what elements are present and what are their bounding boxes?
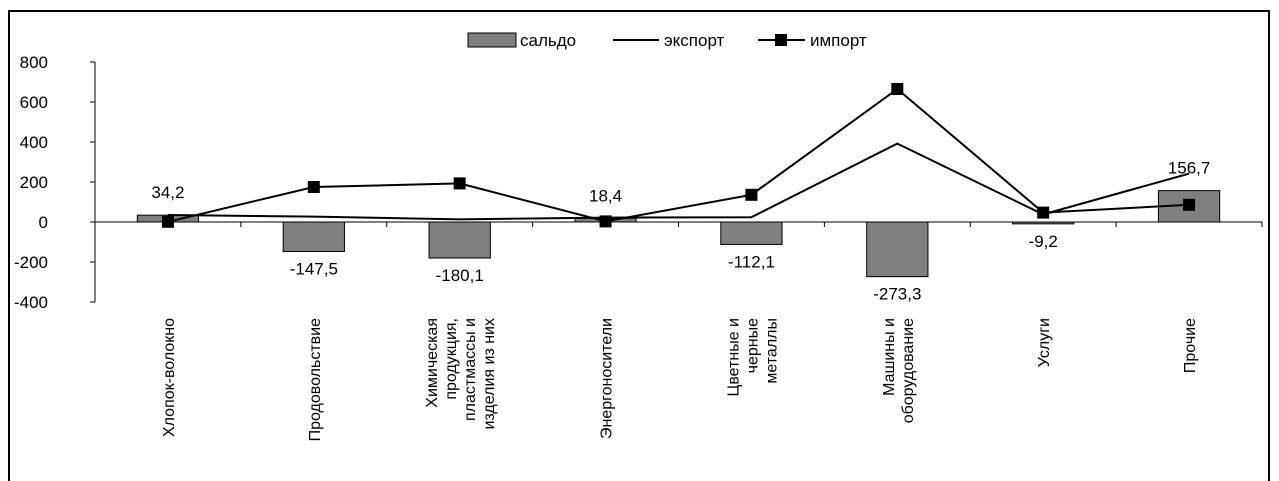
x-category-label-5: Машины и оборудование <box>881 318 917 423</box>
y-tick-label-2: 0 <box>39 213 48 232</box>
marker-import-7 <box>1183 198 1196 211</box>
x-category-label-6-line-0: Услуги <box>1036 318 1053 367</box>
y-tick-label-1: -200 <box>14 253 48 272</box>
x-category-label-2-line-3: изделия из них <box>481 318 498 430</box>
data-label-saldo-1: -147,5 <box>290 260 338 279</box>
marker-import-2 <box>453 177 466 190</box>
x-category-label-1-line-0: Продовольствие <box>307 318 324 441</box>
legend-label-export: экспорт <box>664 31 725 50</box>
data-label-saldo-2: -180,1 <box>436 266 484 285</box>
chart-frame <box>8 10 1270 481</box>
marker-import-4 <box>745 188 758 201</box>
data-label-saldo-5: -273,3 <box>873 285 921 304</box>
marker-import-3 <box>599 215 612 228</box>
x-category-label-5-line-1: оборудование <box>900 318 917 423</box>
x-category-label-2: Химическая продукция, пластмассы и изделия … <box>424 318 498 430</box>
x-category-label-1: Продовольствие <box>307 318 324 441</box>
x-category-label-7-line-0: Прочие <box>1182 318 1199 373</box>
marker-import-6 <box>1037 206 1050 219</box>
data-labels: 34,2 -147,5 -180,1 18,4 -112,1 -273,3 -9,2 156,… <box>151 159 1210 304</box>
axes: -400 -200 0 200 400 600 800 Хлопок-волокно Продо… <box>14 53 1263 441</box>
lines <box>161 83 1196 228</box>
x-category-label-6: Услуги <box>1036 318 1053 367</box>
bar-saldo-4 <box>720 221 783 245</box>
x-category-label-3: Энергоносители <box>599 318 616 439</box>
bar-saldo-1 <box>282 221 345 252</box>
y-tick-label-0: -400 <box>14 293 48 312</box>
bar-saldo-6 <box>1012 221 1075 225</box>
x-category-label-4: Цветные и черные металлы <box>725 318 780 397</box>
legend: сальдо экспорт импорт <box>467 31 867 50</box>
bar-saldo-2 <box>428 221 491 259</box>
x-category-label-2-line-0: Химическая <box>424 318 441 408</box>
x-category-label-7: Прочие <box>1182 318 1199 373</box>
bar-saldo-5 <box>866 221 929 278</box>
line-import <box>167 87 1190 223</box>
marker-import-1 <box>307 181 320 193</box>
data-label-saldo-6: -9,2 <box>1029 232 1058 251</box>
data-label-saldo-0: 34,2 <box>151 183 184 202</box>
data-label-saldo-7: 156,7 <box>1168 159 1211 178</box>
legend-swatch-saldo <box>467 32 517 48</box>
data-label-saldo-3: 18,4 <box>589 186 622 205</box>
legend-marker-import <box>775 34 787 46</box>
line-export <box>167 142 1190 221</box>
marker-import-5 <box>891 83 904 95</box>
y-tick-label-5: 600 <box>20 93 48 112</box>
marker-import-0 <box>161 215 174 228</box>
x-category-label-2-line-1: продукция, <box>443 318 460 400</box>
bars <box>136 190 1221 278</box>
x-category-label-4-line-2: металлы <box>763 318 780 384</box>
x-category-label-5-line-0: Машины и <box>881 318 898 396</box>
x-category-label-2-line-2: пластмассы и <box>462 318 479 421</box>
x-category-label-3-line-0: Энергоносители <box>599 318 616 439</box>
data-label-saldo-4: -112,1 <box>728 252 775 271</box>
x-category-label-0: Хлопок-волокно <box>161 318 178 437</box>
legend-label-saldo: сальдо <box>520 31 576 50</box>
y-tick-label-6: 800 <box>20 53 48 72</box>
y-tick-label-4: 400 <box>20 133 48 152</box>
x-category-label-4-line-0: Цветные и <box>725 318 742 396</box>
x-category-label-0-line-0: Хлопок-волокно <box>161 318 178 437</box>
x-category-label-4-line-1: черные <box>744 318 761 373</box>
legend-label-import: импорт <box>810 31 867 50</box>
y-tick-label-3: 200 <box>20 173 48 192</box>
